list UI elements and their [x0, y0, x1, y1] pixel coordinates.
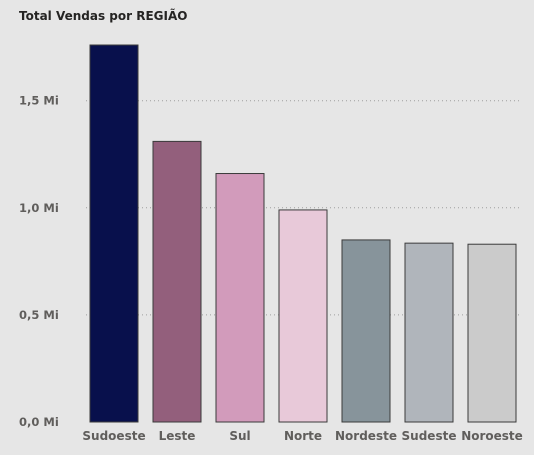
- y-tick-label: 1,0 Mi: [19, 201, 59, 215]
- x-tick-label: Sudeste: [402, 429, 457, 443]
- y-tick-label: 1,5 Mi: [19, 94, 59, 108]
- x-axis-labels: Sudoeste Leste Sul Norte Nordeste Sudeste Noro…: [82, 429, 522, 443]
- bars: [89, 44, 517, 423]
- bar-sul[interactable]: [215, 173, 265, 423]
- bar-sudeste[interactable]: [404, 242, 454, 423]
- x-tick-label: Norte: [284, 429, 322, 443]
- y-tick-label: 0,5 Mi: [19, 308, 59, 322]
- x-tick-label: Nordeste: [335, 429, 397, 443]
- y-tick-label: 0,0 Mi: [19, 415, 59, 429]
- bar-nordeste[interactable]: [341, 239, 391, 423]
- bar-sudoeste[interactable]: [89, 44, 139, 423]
- chart-title: Total Vendas por REGIÃO: [19, 9, 188, 23]
- bar-leste[interactable]: [152, 140, 202, 423]
- bar-noroeste[interactable]: [467, 243, 517, 423]
- y-axis-ticks: 0,0 Mi 0,5 Mi 1,0 Mi 1,5 Mi: [19, 94, 59, 429]
- bar-norte[interactable]: [278, 209, 328, 423]
- x-tick-label: Leste: [159, 429, 196, 443]
- x-tick-label: Sul: [229, 429, 250, 443]
- x-tick-label: Noroeste: [461, 429, 523, 443]
- x-tick-label: Sudoeste: [82, 429, 145, 443]
